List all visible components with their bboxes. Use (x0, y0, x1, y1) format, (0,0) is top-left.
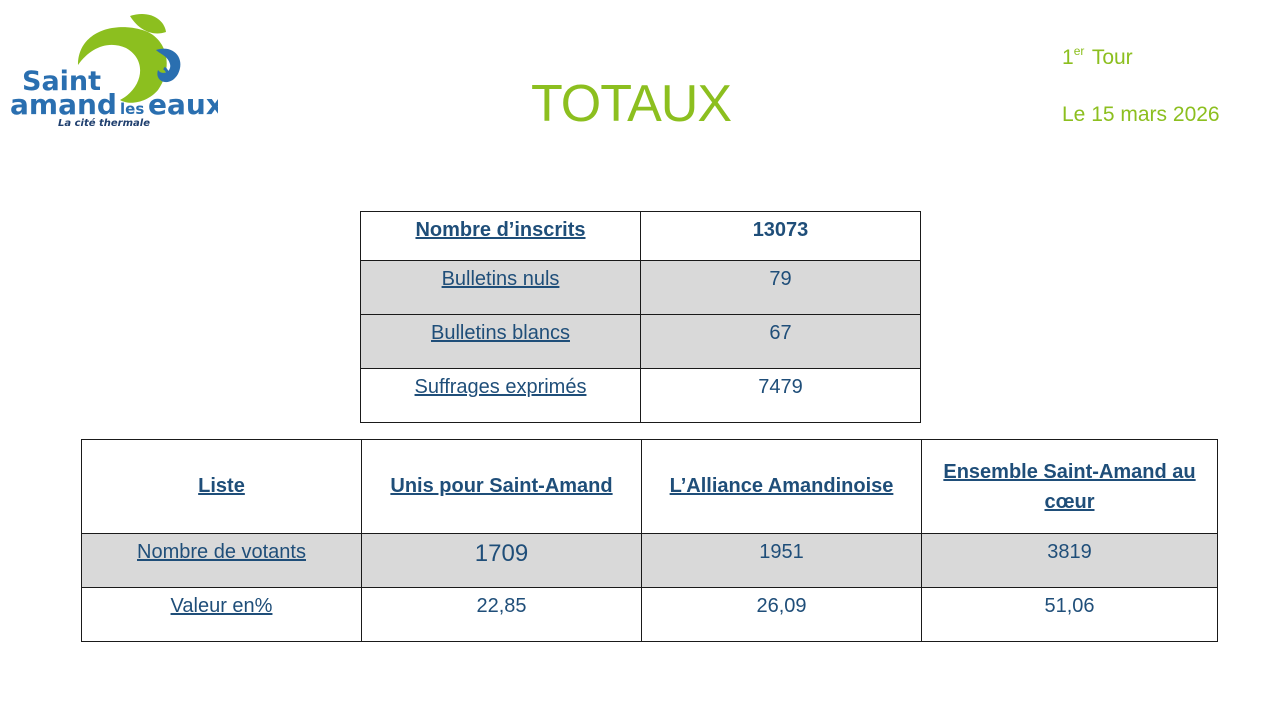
header-alliance-amandinoise[interactable]: L’Alliance Amandinoise (669, 475, 894, 497)
logo-text-les: les (120, 100, 144, 118)
voters-alliance-value: 1951 (759, 541, 804, 563)
header-unis-pour-saint-amand[interactable]: Unis pour Saint-Amand (390, 475, 613, 497)
table-cell: Bulletins nuls (360, 260, 641, 315)
table-row: Suffrages exprimés 7479 (360, 368, 921, 423)
table-cell: 1709 (361, 533, 642, 588)
table-row: Nombre de votants 1709 1951 3819 (81, 533, 1218, 588)
table-header-cell: L’Alliance Amandinoise (641, 439, 922, 534)
city-logo: Saint amand les eaux La cité thermale (8, 10, 224, 132)
table-row: Nombre d’inscrits 13073 (360, 211, 921, 261)
percent-ensemble-value: 51,06 (1044, 595, 1095, 617)
table-header-cell: Unis pour Saint-Amand (361, 439, 642, 534)
null-ballots-value: 79 (769, 268, 792, 290)
registered-value: 13073 (752, 219, 809, 241)
expressed-votes-label[interactable]: Suffrages exprimés (414, 376, 587, 398)
percent-alliance-value: 26,09 (756, 595, 807, 617)
round-word: Tour (1091, 46, 1133, 69)
voters-unis-value: 1709 (474, 540, 529, 567)
blank-ballots-value: 67 (769, 322, 792, 344)
results-table: Liste Unis pour Saint-Amand L’Alliance A… (81, 439, 1218, 642)
null-ballots-label[interactable]: Bulletins nuls (441, 268, 560, 290)
logo-text-saint: Saint (22, 66, 101, 97)
blank-ballots-label[interactable]: Bulletins blancs (431, 322, 570, 344)
election-date: Le 15 mars 2026 (1062, 103, 1220, 126)
registered-label[interactable]: Nombre d’inscrits (415, 219, 586, 241)
table-header-cell: Liste (81, 439, 362, 534)
voters-ensemble-value: 3819 (1047, 541, 1092, 563)
logo-tagline: La cité thermale (58, 117, 150, 129)
table-header-cell: Ensemble Saint-Amand au cœur (921, 439, 1218, 534)
table-cell: Nombre de votants (81, 533, 362, 588)
voters-label[interactable]: Nombre de votants (137, 541, 306, 563)
percent-unis-value: 22,85 (476, 595, 527, 617)
table-cell: 13073 (640, 211, 921, 261)
round-superscript: er (1073, 44, 1085, 58)
table-row: Valeur en% 22,85 26,09 51,06 (81, 587, 1218, 642)
table-row: Bulletins blancs 67 (360, 314, 921, 369)
table-header-row: Liste Unis pour Saint-Amand L’Alliance A… (81, 439, 1218, 534)
header-ensemble-saint-amand[interactable]: Ensemble Saint-Amand au cœur (943, 460, 1196, 513)
percent-label[interactable]: Valeur en% (170, 595, 273, 617)
round-indicator: 1er Tour (1062, 44, 1133, 70)
summary-table: Nombre d’inscrits 13073 Bulletins nuls 7… (360, 211, 921, 423)
header-list[interactable]: Liste (198, 475, 245, 497)
table-cell: Bulletins blancs (360, 314, 641, 369)
table-cell: 51,06 (921, 587, 1218, 642)
table-cell: 7479 (640, 368, 921, 423)
table-cell: 67 (640, 314, 921, 369)
city-logo-graphic: Saint amand les eaux La cité thermale (10, 13, 224, 129)
logo-text-eaux: eaux (148, 88, 218, 121)
expressed-votes-value: 7479 (758, 376, 803, 398)
table-cell: 22,85 (361, 587, 642, 642)
table-row: Bulletins nuls 79 (360, 260, 921, 315)
round-number: 1 (1062, 46, 1074, 69)
logo-text-amand: amand (10, 88, 117, 121)
table-cell: Suffrages exprimés (360, 368, 641, 423)
page-title: TOTAUX (530, 75, 732, 133)
table-cell: 79 (640, 260, 921, 315)
table-cell: Valeur en% (81, 587, 362, 642)
table-cell: Nombre d’inscrits (360, 211, 641, 261)
table-cell: 26,09 (641, 587, 922, 642)
table-cell: 3819 (921, 533, 1218, 588)
table-cell: 1951 (641, 533, 922, 588)
